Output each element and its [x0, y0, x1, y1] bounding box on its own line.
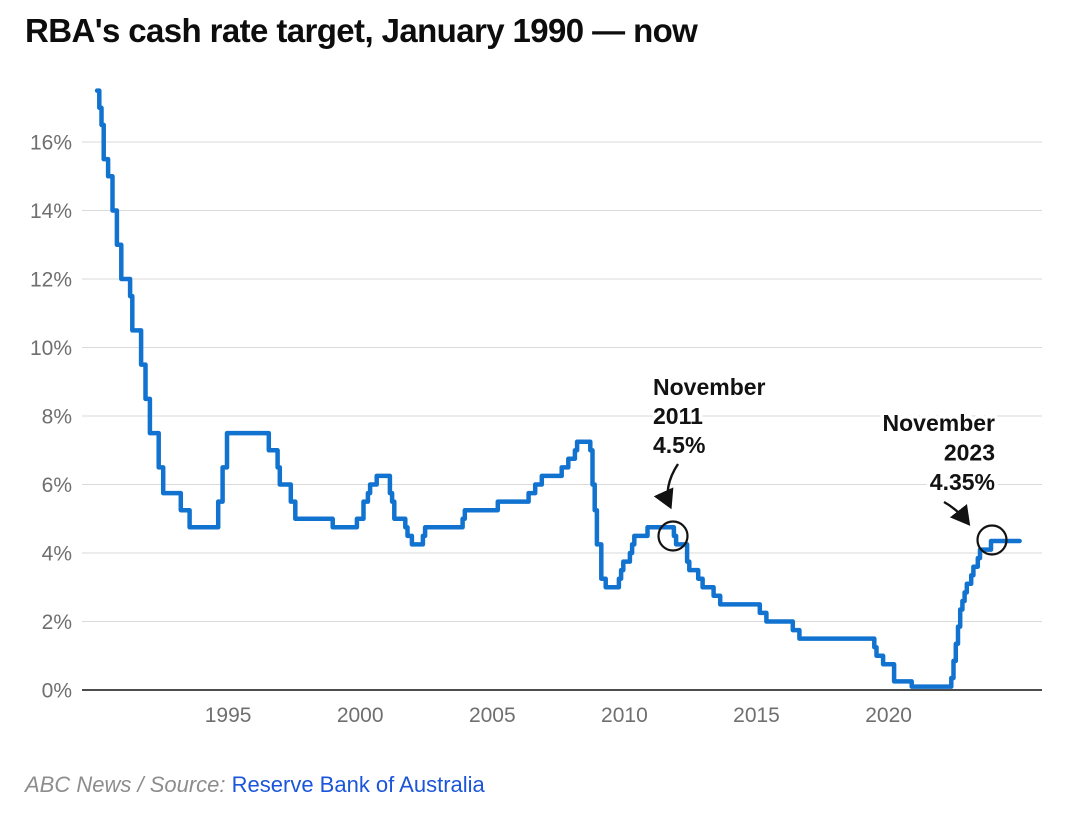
annotation-nov-2011: November 2011 4.5% [650, 371, 769, 552]
gridlines [82, 141, 1042, 691]
annotation-label: November [883, 410, 996, 436]
x-tick-label: 2010 [601, 704, 648, 727]
annotation-label: 2023 [944, 440, 995, 466]
annotation-label: 4.5% [653, 432, 705, 458]
annotations: November 2011 4.5% November 2023 4.35% [650, 371, 1008, 556]
annotation-label: 2011 [653, 403, 703, 429]
y-axis-labels: 0% 2% 4% 6% 8% 10% 12% 14% 16% [30, 132, 72, 703]
annotation-nov-2023: November 2023 4.35% [879, 407, 1008, 556]
y-tick-label: 6% [42, 474, 72, 497]
x-tick-label: 2015 [733, 704, 780, 727]
annotation-arrow-icon [943, 500, 971, 526]
y-tick-label: 2% [42, 611, 72, 634]
y-tick-label: 0% [42, 680, 72, 703]
chart-title: RBA's cash rate target, January 1990 — n… [25, 12, 698, 49]
y-tick-label: 4% [42, 543, 72, 566]
credit-text: ABC News / Source: [25, 772, 226, 797]
y-tick-label: 12% [30, 269, 72, 292]
footer: ABC News / Source: Reserve Bank of Austr… [25, 772, 485, 798]
annotation-circle-icon [657, 520, 689, 552]
annotation-arrow-icon [653, 463, 679, 510]
annotation-label: November [653, 374, 766, 400]
x-tick-label: 2005 [469, 704, 516, 727]
rate-line [94, 88, 1022, 689]
y-tick-label: 16% [30, 132, 72, 155]
annotation-label: 4.35% [930, 469, 995, 495]
y-tick-label: 14% [30, 200, 72, 223]
cash-rate-chart: 0% 2% 4% 6% 8% 10% 12% 14% 16% 1995 2000 2005 2010 2… [30, 88, 1042, 727]
annotation-circle-icon [976, 524, 1008, 556]
x-tick-label: 2000 [337, 704, 384, 727]
y-tick-label: 10% [30, 337, 72, 360]
cash-rate-series [94, 88, 1022, 689]
source-link[interactable]: Reserve Bank of Australia [231, 772, 485, 797]
y-tick-label: 8% [42, 406, 72, 429]
x-axis-labels: 1995 2000 2005 2010 2015 2020 [205, 704, 912, 727]
x-tick-label: 1995 [205, 704, 252, 727]
x-tick-label: 2020 [865, 704, 912, 727]
